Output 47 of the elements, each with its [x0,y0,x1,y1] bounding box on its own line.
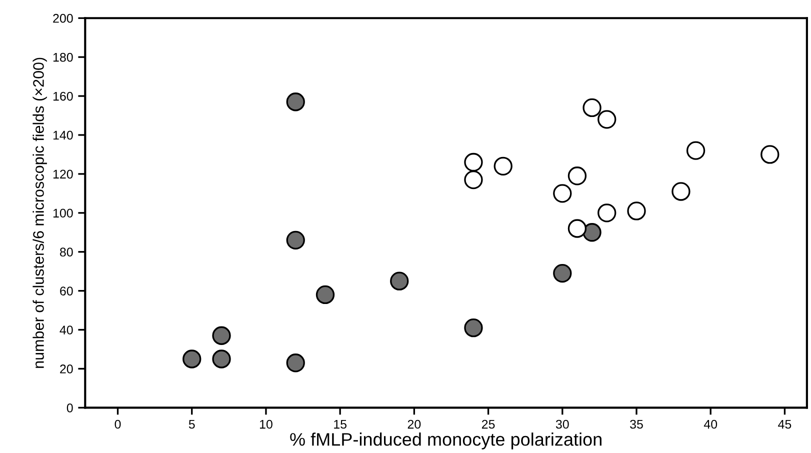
y-tick-label: 60 [60,286,73,296]
y-axis-title: number of clusters/6 microscopic fields (×200) [32,58,47,368]
y-tick-label: 140 [53,130,73,140]
point [212,350,231,368]
point [598,110,616,129]
y-tick-label: 200 [53,14,73,23]
x-tick-label: 5 [188,420,195,429]
x-tick-label: 30 [556,420,569,429]
point [672,182,690,201]
point [582,223,602,242]
point [286,230,305,250]
y-tick-label: 0 [66,404,73,412]
point [286,92,305,112]
point [316,285,335,304]
point [464,152,483,172]
x-tick-label: 35 [630,420,643,429]
point [390,272,409,290]
point [568,166,587,186]
y-tick-label: 80 [60,248,73,257]
x-tick-label: 45 [778,420,792,429]
point [286,354,305,372]
x-tick-label: 10 [260,420,272,429]
x-tick-label: 25 [482,420,495,429]
x-tick-label: 0 [114,420,121,429]
y-tick-label: 180 [53,52,73,62]
point [760,145,780,164]
point [182,350,202,368]
y-tick-label: 120 [53,170,73,179]
point [494,156,512,176]
point [464,318,483,338]
y-tick-label: 160 [53,92,73,101]
y-tick-label: 20 [60,364,73,374]
point [553,184,572,203]
y-tick-label: 100 [53,208,73,218]
point [627,202,646,220]
y-tick-label: 40 [60,326,73,334]
point [553,264,572,283]
x-tick-label: 20 [408,420,421,429]
point [568,219,587,238]
x-axis-title: % fMLP-induced monocyte polarization [290,432,602,450]
point [598,204,616,222]
point [464,170,483,190]
point [686,141,706,160]
x-tick-label: 40 [704,420,718,429]
point [212,326,231,345]
x-tick-label: 15 [334,420,347,429]
point [582,98,602,118]
